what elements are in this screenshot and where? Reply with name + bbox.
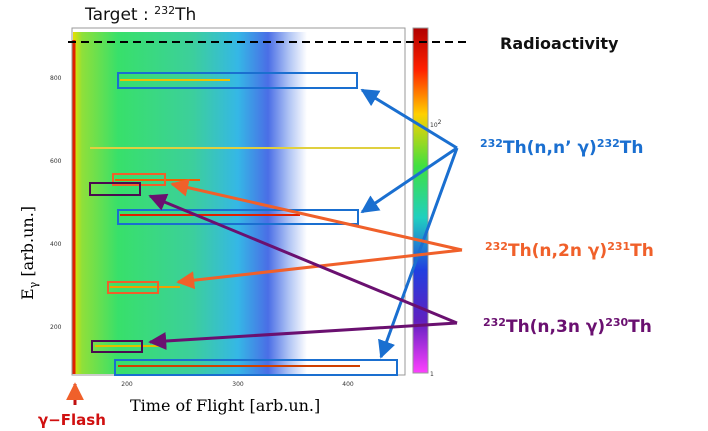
y-axis-label: Eγ [arb.un.]: [18, 206, 40, 300]
y-ticks: 800 600 400 200: [50, 75, 62, 331]
x-axis-label: Time of Flight [arb.un.]: [130, 396, 320, 415]
flash-label: γ−Flash: [38, 411, 106, 429]
x-tick-label: 200: [121, 381, 133, 388]
reaction-label: 232Th(n,n’ γ)232Th: [480, 137, 644, 158]
title: Target : 232Th: [84, 4, 196, 25]
colorbar-tick: 1: [430, 371, 434, 378]
reaction-label: 232Th(n,3n γ)230Th: [483, 316, 652, 337]
colorbar-tick: 102: [430, 119, 442, 129]
reaction-label: 232Th(n,2n γ)231Th: [485, 240, 654, 261]
y-tick-label: 600: [50, 158, 62, 165]
x-ticks: 200 300 400: [121, 381, 354, 388]
peak-boxes: [89, 72, 398, 376]
y-tick-label: 400: [50, 241, 62, 248]
y-tick-label: 800: [50, 75, 62, 82]
x-tick-label: 300: [232, 381, 244, 388]
x-tick-label: 400: [342, 381, 354, 388]
arrows: [66, 88, 463, 405]
radioactivity-label: Radioactivity: [500, 34, 619, 53]
colorbar: [412, 27, 429, 374]
y-tick-label: 200: [50, 324, 62, 331]
